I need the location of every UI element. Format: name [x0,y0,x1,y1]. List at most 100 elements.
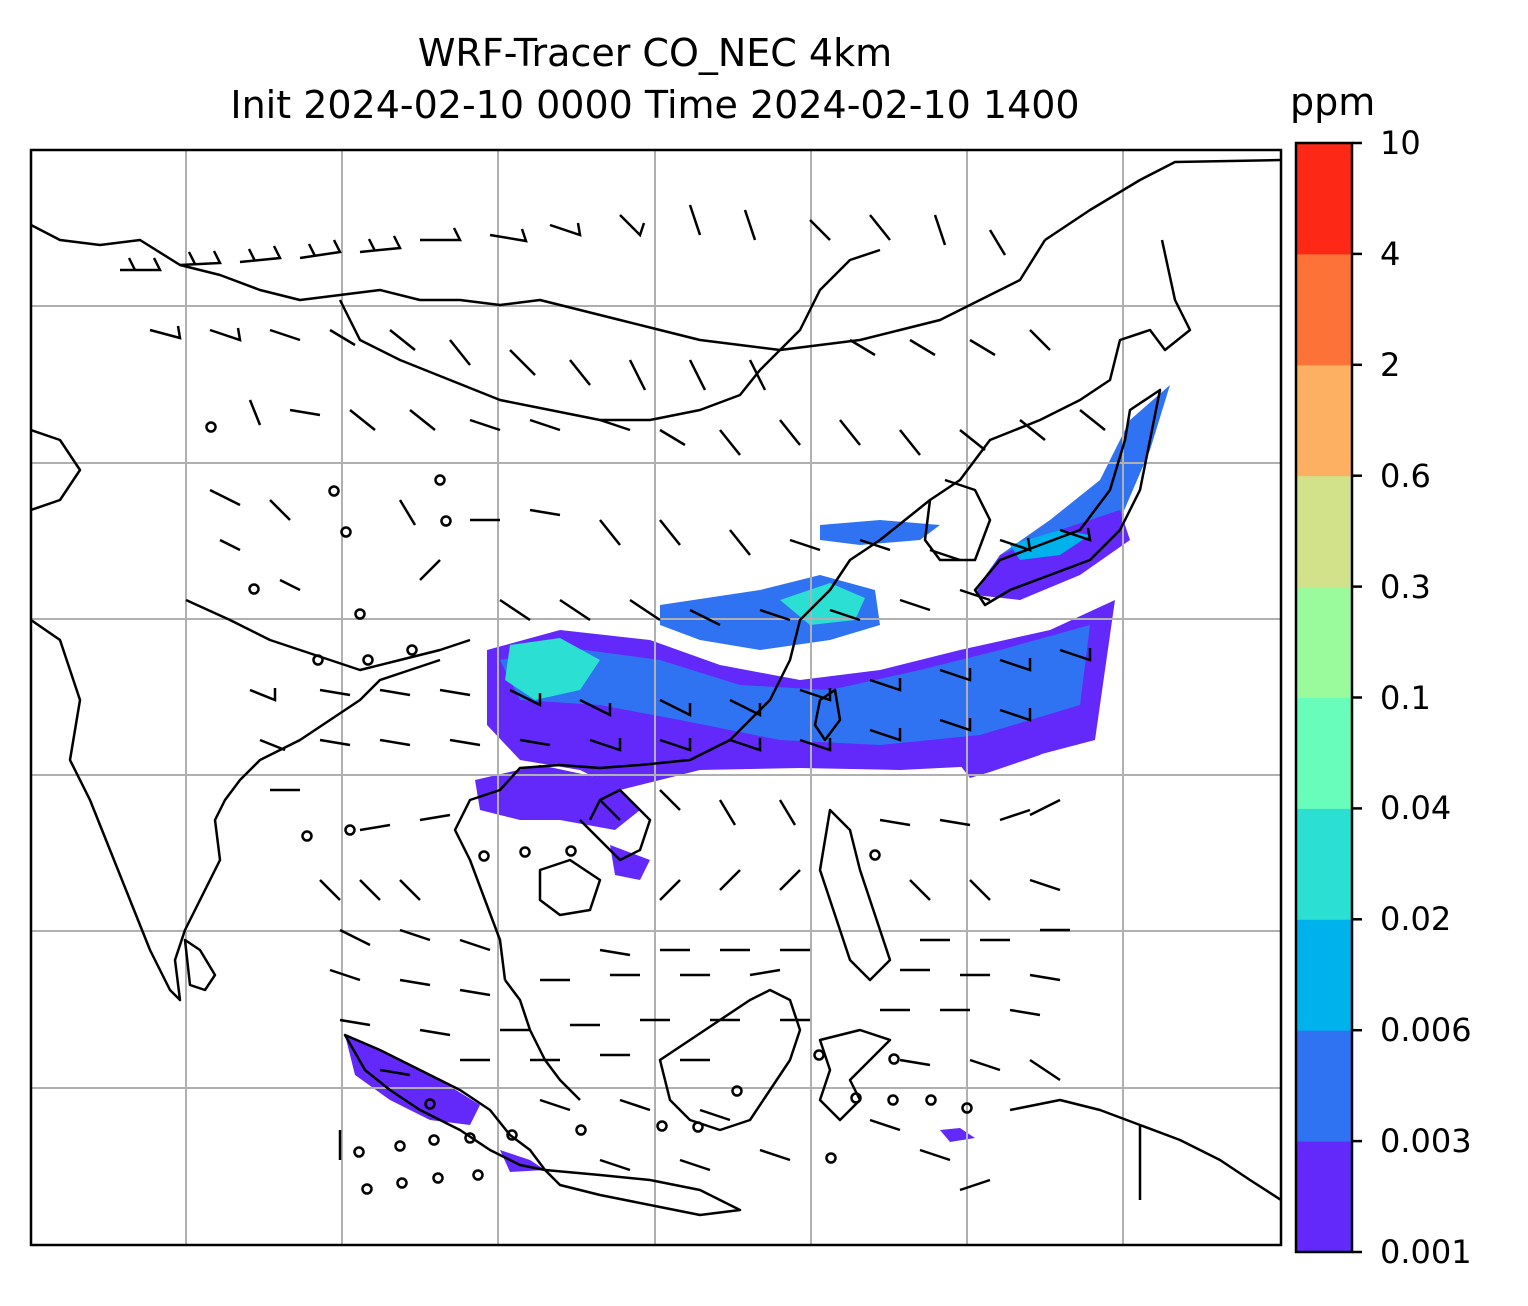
wind-barb [659,698,692,718]
wind-barb [409,409,436,431]
wind-barb [839,419,861,446]
colorbar-tick-label: 4 [1380,234,1401,273]
wind-barb [1029,1058,1061,1082]
wind-barb [743,209,757,241]
calm-marker [344,824,356,836]
wind-barb [679,1158,711,1172]
wind-barb [759,608,791,622]
wind-barb [549,222,582,237]
calm-marker [825,1152,837,1164]
wind-barb [248,399,262,426]
plume-main-core [500,625,1090,745]
wind-barb [619,1098,651,1112]
wind-barb [1029,878,1061,892]
map-title-line2: Init 2024-02-10 0000 Time 2024-02-10 140… [230,83,1080,127]
wind-barb [799,738,832,752]
colorbar-segment [1296,1030,1352,1142]
wind-barb [599,948,631,957]
calm-marker [472,1169,484,1181]
colorbar-unit-label: ppm [1290,80,1376,124]
wind-barb [269,328,301,342]
calm-marker [362,654,374,666]
colorbar-tick-label: 0.3 [1380,567,1431,606]
calm-marker [434,474,446,486]
wind-barb [239,245,282,264]
wind-barb [859,538,891,552]
wind-barb [869,728,902,742]
coast-srilanka [183,938,217,992]
map-area [31,150,1281,1245]
wind-barb [379,738,411,747]
wind-barb [688,359,707,391]
wind-barb [778,799,797,826]
wind-barb [759,1148,791,1162]
wind-barb [379,1068,411,1077]
plume-indochina [475,765,640,830]
calm-marker [428,1134,440,1146]
calm-marker [205,421,217,433]
calm-marker [888,1053,900,1065]
wind-barb [419,559,441,581]
calm-marker [925,1094,937,1106]
wind-barb [120,257,163,272]
colorbar-segment [1296,1141,1352,1253]
wind-barb [629,598,661,622]
wind-barb [999,808,1031,822]
wind-barb [449,339,471,366]
calm-marker [406,644,418,656]
calm-marker [464,1132,476,1144]
wind-barb [869,678,902,692]
wind-barb [389,329,416,351]
wind-barb [999,708,1032,722]
wind-barb [849,338,876,357]
calm-marker [478,850,490,862]
wind-barb [869,1118,901,1132]
calm-marker [432,1172,444,1184]
colorbar-tick-label: 0.1 [1380,678,1431,717]
wind-barb [1029,798,1061,817]
wind-barb [509,688,542,708]
wind-barb [1059,527,1092,542]
wind-barb [599,519,621,546]
wind-barb [1059,648,1092,662]
coast-korea [923,478,992,562]
calm-marker [396,1177,408,1189]
wind-barb [279,578,301,592]
wind-barb [659,789,681,811]
wind-barb [539,1098,571,1112]
plume-korea-band [820,520,940,545]
wind-barb [579,698,612,718]
wind-barb [289,408,321,417]
wind-barb [329,328,356,347]
plume-east [940,1128,975,1142]
colorbar-tick-label: 0.001 [1380,1233,1472,1271]
plume-japan-core [1010,530,1090,560]
wind-barb [809,219,831,241]
wind-barb [869,214,891,241]
wind-barb [729,529,751,556]
wind-barb [599,1158,631,1172]
calm-wind-markers [205,421,973,1195]
calm-marker [354,608,366,620]
colorbar-tick-label: 0.006 [1380,1011,1472,1050]
wind-barb [449,738,481,747]
wind-barb [459,938,491,952]
wind-barb [179,250,222,267]
wind-barb [469,418,501,432]
colorbar-segment [1296,475,1352,588]
wind-barb [269,499,291,521]
wind-barb [419,1028,451,1037]
wind-barb [519,738,551,747]
calm-marker [869,849,881,861]
colorbar-tick-label: 10 [1380,124,1421,162]
wind-barb [399,978,431,987]
coast-japan [973,388,1162,607]
tracer-plume-layer [345,385,1170,1172]
wind-barb [420,227,463,242]
wind-barb [419,813,451,822]
coast-java [543,1168,742,1217]
calm-marker [519,846,531,858]
wind-barb [909,338,936,357]
wind-barb [939,718,972,732]
wind-barb [749,968,781,977]
